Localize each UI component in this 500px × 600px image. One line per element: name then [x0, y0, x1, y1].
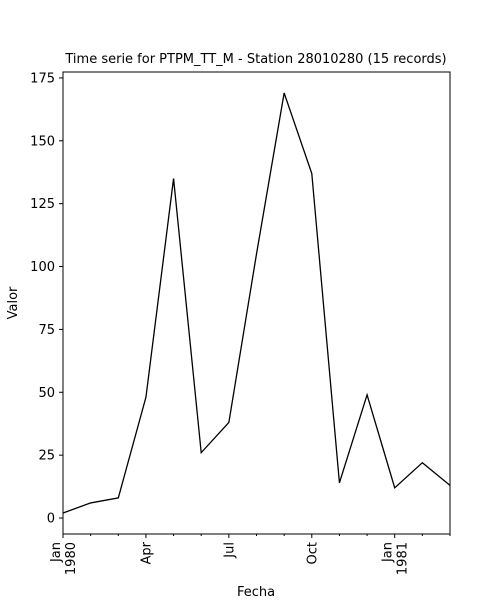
series-layer — [62, 92, 451, 514]
y-tick-label: 50 — [38, 386, 55, 401]
plot-frame — [62, 71, 451, 535]
y-tick-label: 150 — [30, 134, 55, 149]
x-tick-label: Jan1981 — [381, 542, 411, 575]
x-tick-label: Jul — [222, 542, 237, 559]
x-tick-label: Jan1980 — [49, 542, 79, 575]
y-tick-label: 75 — [38, 323, 55, 338]
y-tick-label: 25 — [38, 449, 55, 464]
x-axis: Jan1980 Apr Jul Oct Jan1981 — [49, 534, 451, 575]
y-tick-label: 0 — [47, 512, 55, 527]
x-tick-label: Oct — [305, 542, 320, 564]
y-tick-label: 125 — [30, 197, 55, 212]
y-axis-label: Valor — [6, 286, 21, 319]
chart-title: Time serie for PTPM_TT_M - Station 28010… — [64, 52, 446, 67]
x-axis-label: Fecha — [237, 585, 275, 600]
x-tick-label: Apr — [139, 541, 154, 564]
y-axis: 0 25 50 75 100 125 150 175 — [30, 71, 63, 527]
y-tick-label: 175 — [30, 71, 55, 86]
y-tick-label: 100 — [30, 260, 55, 275]
series-line — [62, 92, 451, 514]
